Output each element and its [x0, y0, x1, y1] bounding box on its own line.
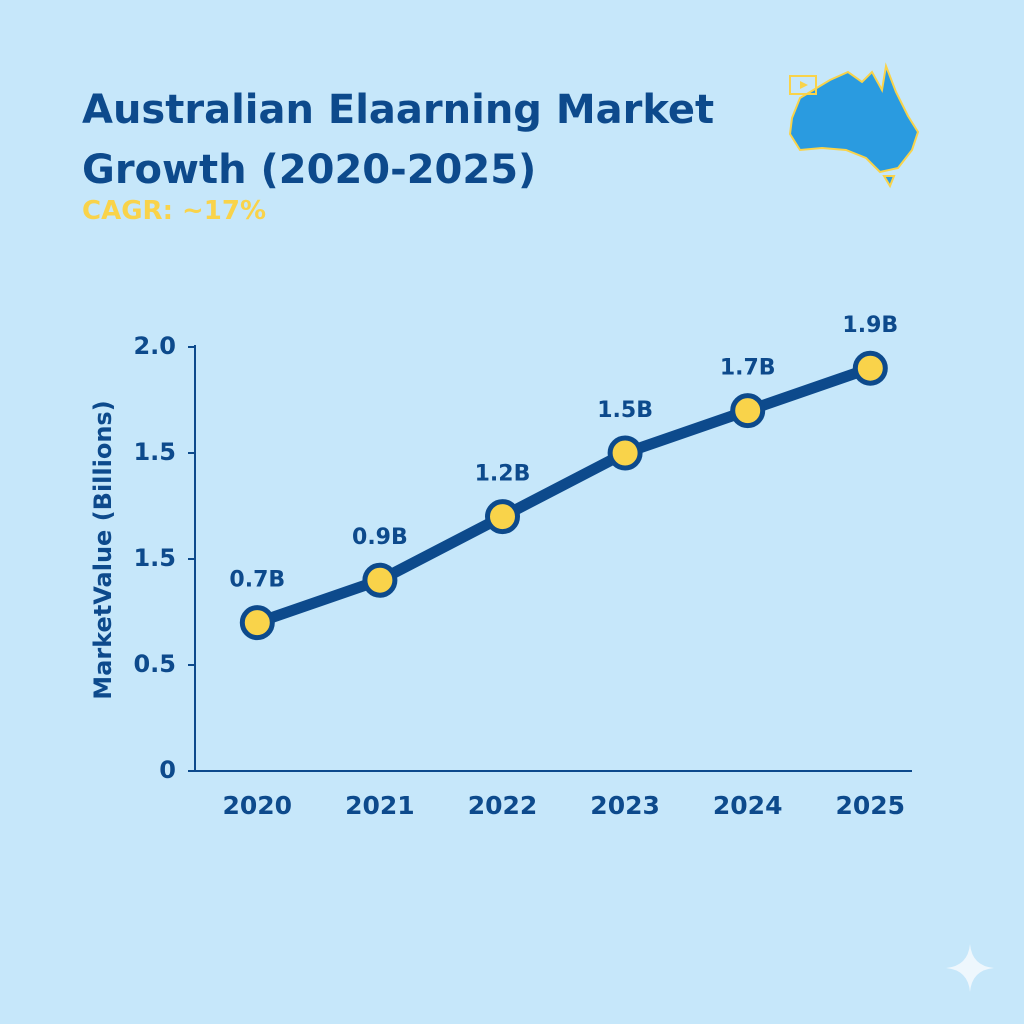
data-label: 1.5B: [597, 398, 653, 423]
chart-title: Australian Elaarning Market Growth (2020…: [82, 87, 715, 193]
data-label: 1.7B: [720, 356, 776, 381]
point: [730, 393, 766, 429]
x-tick-label: 2022: [468, 791, 538, 820]
y-tick-label: 0.5: [133, 650, 176, 678]
australia-map: [788, 62, 920, 189]
point: [852, 350, 888, 386]
point: [362, 562, 398, 598]
data-label: 1.2B: [475, 462, 531, 487]
y-tick-label: 0: [159, 756, 176, 784]
y-tick-label: 1.5: [133, 438, 176, 466]
y-tick-label: 1.5: [133, 544, 176, 572]
point: [485, 499, 520, 535]
data-label: 0.9B: [352, 525, 408, 550]
x-tick-label: 2020: [223, 791, 293, 820]
data-label: 1.9B: [842, 313, 898, 338]
point: [239, 605, 275, 641]
chart-subtitle: CAGR: ~17%: [82, 196, 267, 226]
x-tick-label: 2025: [836, 791, 906, 820]
sparkle: [946, 944, 994, 992]
line: [255, 363, 873, 628]
x-tick-label: 2024: [713, 791, 783, 820]
data-label: 0.7B: [229, 568, 285, 593]
x-tick-label: 2021: [345, 791, 415, 820]
point: [607, 435, 643, 471]
x-tick-label: 2023: [590, 791, 660, 820]
y-tick-label: 2.0: [133, 332, 176, 360]
y-axis-label: MarketValue (Billions): [89, 400, 117, 699]
